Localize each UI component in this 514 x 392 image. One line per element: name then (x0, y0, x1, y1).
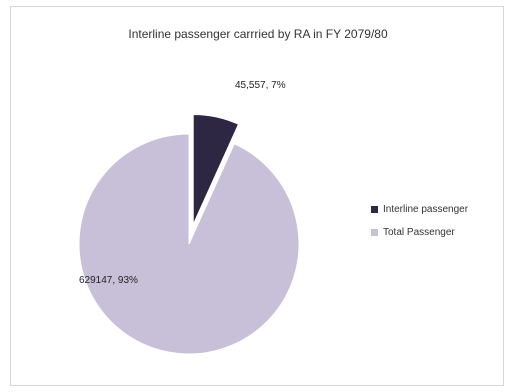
pie-chart (78, 113, 300, 355)
pie-slice-total-passenger (78, 133, 300, 355)
data-label-interline-passenger: 45,557, 7% (235, 80, 286, 91)
legend-label: Total Passenger (383, 226, 455, 238)
pie-slice-interline-passenger (192, 113, 240, 225)
legend: Interline passenger Total Passenger (371, 202, 468, 248)
chart-title: Interline passenger carrried by RA in FY… (128, 27, 388, 41)
legend-label: Interline passenger (383, 203, 469, 215)
legend-swatch-icon (371, 205, 378, 213)
chart-area: Interline passenger carrried by RA in FY… (10, 6, 504, 386)
data-label-total-passenger: 629147, 93% (79, 275, 138, 286)
legend-swatch-icon (371, 228, 378, 236)
legend-item-interline-passenger: Interline passenger (371, 202, 468, 216)
legend-item-total-passenger: Total Passenger (371, 225, 468, 239)
